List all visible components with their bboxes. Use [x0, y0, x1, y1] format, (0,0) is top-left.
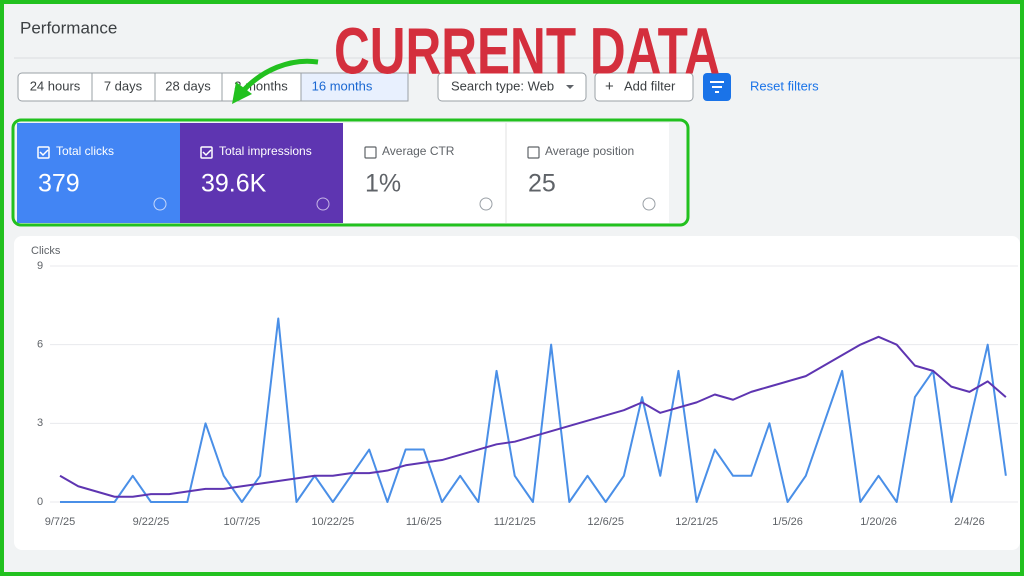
- arrow: [240, 58, 319, 94]
- search-type-label: Search type: Web: [451, 78, 554, 93]
- metric-value: 25: [528, 170, 556, 198]
- x-tick-label: 12/6/25: [587, 516, 624, 528]
- time-range-group: 24 hours 7 days 28 days 3 months 16 mont…: [17, 72, 409, 102]
- y-axis-label: Clicks: [31, 245, 61, 257]
- x-tick-label: 1/20/26: [860, 516, 897, 528]
- range-button[interactable]: 28 days: [165, 78, 211, 93]
- metric-value: 39.6K: [201, 170, 267, 198]
- x-tick-label: 12/21/25: [675, 516, 718, 528]
- range-button[interactable]: 16 months: [312, 78, 373, 93]
- metric-label: Average CTR: [382, 144, 455, 158]
- search-type-dropdown[interactable]: [437, 72, 587, 102]
- x-tick-label: 2/4/26: [954, 516, 985, 528]
- checkbox[interactable]: [37, 146, 50, 159]
- metric-card[interactable]: [180, 123, 343, 223]
- checkbox[interactable]: [200, 146, 213, 159]
- add-filter-button[interactable]: [594, 72, 694, 102]
- help-icon[interactable]: [316, 197, 330, 211]
- plus-icon: +: [605, 78, 614, 95]
- dropdown-arrow: [566, 85, 574, 89]
- y-tick-label: 3: [37, 417, 43, 429]
- x-tick-label: 9/22/25: [133, 516, 170, 528]
- filter-icon: [710, 81, 724, 93]
- metric-cards: Total clicks Total impressions Average C…: [11, 118, 690, 227]
- help-icon[interactable]: [479, 197, 493, 211]
- metric-value: 379: [38, 170, 80, 198]
- plot: 0 3 6 9 9/7/25 9/22/25 10/7/25 10/22/25 11/6/25 1…: [37, 260, 1018, 528]
- x-tick-label: 1/5/26: [772, 516, 803, 528]
- highlight-box: [11, 118, 690, 227]
- add-filter-label: Add filter: [624, 78, 676, 93]
- overlay-caption: CURRENT DATA: [334, 13, 720, 87]
- reset-filters-link[interactable]: Reset filters: [750, 78, 819, 93]
- range-button[interactable]: 24 hours: [30, 78, 81, 93]
- metric-value: 1%: [365, 170, 401, 198]
- series-line: [59, 335, 1007, 498]
- metric-label: Average position: [545, 144, 634, 158]
- x-tick-label: 11/21/25: [494, 516, 536, 528]
- metric-card[interactable]: [343, 123, 506, 223]
- x-tick-label: 10/7/25: [224, 516, 261, 528]
- y-tick-label: 9: [37, 260, 43, 272]
- help-icon[interactable]: [642, 197, 656, 211]
- range-button[interactable]: 7 days: [104, 78, 143, 93]
- range-button[interactable]: 3 months: [234, 78, 288, 93]
- page-title: Performance: [20, 18, 117, 37]
- arrow-head: [232, 82, 252, 104]
- y-tick-label: 6: [37, 339, 43, 351]
- checkbox[interactable]: [527, 146, 540, 159]
- series-line: [60, 317, 1007, 503]
- metric-label: Total clicks: [56, 144, 114, 158]
- check: [202, 149, 212, 157]
- metric-label: Total impressions: [219, 144, 312, 158]
- y-tick-label: 0: [37, 496, 43, 508]
- x-tick-label: 9/7/25: [45, 516, 76, 528]
- metric-card[interactable]: [17, 123, 180, 223]
- help-icon[interactable]: [153, 197, 167, 211]
- metric-card[interactable]: [506, 123, 669, 223]
- selected-range: [300, 72, 409, 102]
- x-tick-label: 10/22/25: [311, 516, 354, 528]
- chart-panel: [14, 236, 1020, 550]
- x-tick-label: 11/6/25: [406, 516, 442, 528]
- check: [39, 149, 49, 157]
- checkbox[interactable]: [364, 146, 377, 159]
